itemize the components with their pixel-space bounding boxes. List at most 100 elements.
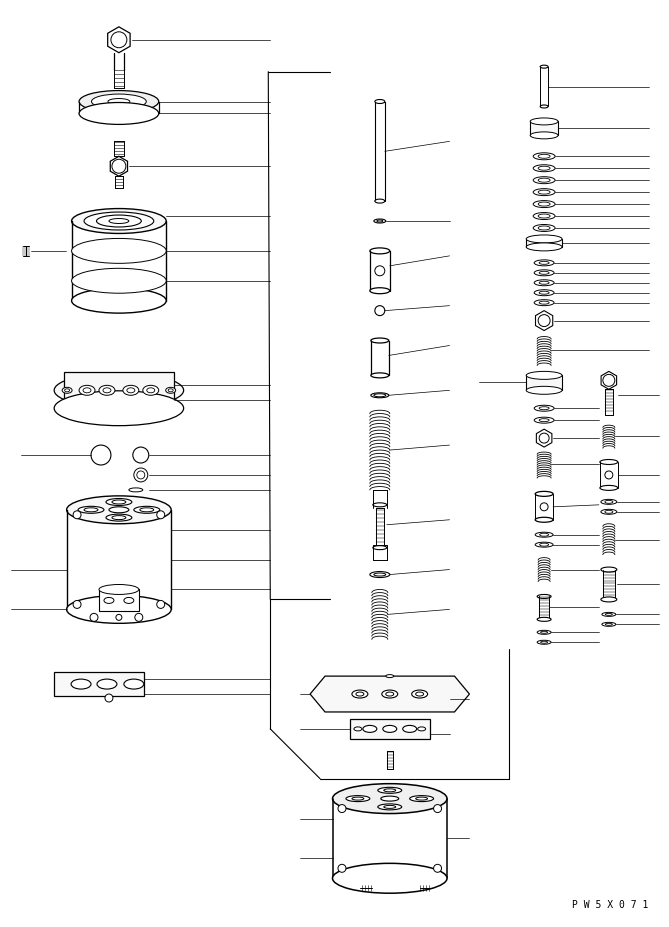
Ellipse shape <box>108 98 130 105</box>
Ellipse shape <box>537 630 551 634</box>
Polygon shape <box>108 27 130 53</box>
Ellipse shape <box>142 386 159 395</box>
Ellipse shape <box>78 506 104 514</box>
Ellipse shape <box>415 797 427 800</box>
Ellipse shape <box>533 212 555 220</box>
Ellipse shape <box>601 597 617 602</box>
Ellipse shape <box>54 391 183 425</box>
Ellipse shape <box>533 153 555 159</box>
Ellipse shape <box>533 165 555 171</box>
Ellipse shape <box>92 94 147 109</box>
Ellipse shape <box>112 500 126 504</box>
Text: P W 5 X 0 7 1: P W 5 X 0 7 1 <box>572 900 649 910</box>
Polygon shape <box>310 676 470 712</box>
Ellipse shape <box>106 514 132 521</box>
Circle shape <box>90 614 98 621</box>
Ellipse shape <box>356 692 364 696</box>
Ellipse shape <box>541 631 548 633</box>
Bar <box>54 672 144 696</box>
Ellipse shape <box>534 280 554 286</box>
Ellipse shape <box>605 510 613 514</box>
Ellipse shape <box>533 224 555 232</box>
Circle shape <box>105 694 113 702</box>
Ellipse shape <box>84 212 154 230</box>
Circle shape <box>603 375 615 387</box>
Ellipse shape <box>538 202 550 206</box>
Ellipse shape <box>129 488 142 492</box>
Ellipse shape <box>539 261 549 264</box>
Circle shape <box>133 447 149 463</box>
Ellipse shape <box>99 386 115 395</box>
Ellipse shape <box>72 268 166 293</box>
Circle shape <box>375 306 385 315</box>
Ellipse shape <box>403 726 417 732</box>
Ellipse shape <box>540 533 549 536</box>
Ellipse shape <box>332 863 447 894</box>
Ellipse shape <box>534 417 554 423</box>
Ellipse shape <box>124 597 134 603</box>
Ellipse shape <box>127 387 135 393</box>
Ellipse shape <box>112 515 126 520</box>
Ellipse shape <box>346 795 370 802</box>
Ellipse shape <box>103 387 111 393</box>
Circle shape <box>338 864 346 872</box>
Ellipse shape <box>378 804 401 810</box>
Ellipse shape <box>605 501 613 503</box>
Ellipse shape <box>531 132 558 139</box>
Ellipse shape <box>540 543 549 546</box>
Ellipse shape <box>535 532 553 537</box>
Ellipse shape <box>79 103 159 124</box>
Ellipse shape <box>99 585 138 594</box>
Ellipse shape <box>370 572 390 578</box>
Ellipse shape <box>538 154 550 159</box>
Ellipse shape <box>539 407 549 410</box>
Ellipse shape <box>134 506 160 514</box>
Ellipse shape <box>373 546 387 550</box>
Ellipse shape <box>386 692 394 696</box>
Ellipse shape <box>96 215 141 227</box>
Circle shape <box>116 615 122 620</box>
Ellipse shape <box>352 690 368 698</box>
Ellipse shape <box>168 388 173 392</box>
Ellipse shape <box>539 301 549 304</box>
Ellipse shape <box>375 199 385 203</box>
Ellipse shape <box>166 387 176 393</box>
Circle shape <box>137 471 145 479</box>
Ellipse shape <box>527 235 562 243</box>
Circle shape <box>157 511 165 519</box>
Polygon shape <box>601 372 617 389</box>
Ellipse shape <box>378 787 401 794</box>
Ellipse shape <box>72 209 166 234</box>
Ellipse shape <box>602 613 616 616</box>
Circle shape <box>112 159 126 173</box>
Ellipse shape <box>527 387 562 394</box>
Ellipse shape <box>383 726 397 732</box>
Ellipse shape <box>374 573 386 576</box>
Circle shape <box>73 601 81 608</box>
Ellipse shape <box>601 567 617 572</box>
Ellipse shape <box>534 299 554 306</box>
Ellipse shape <box>541 641 548 643</box>
Ellipse shape <box>533 200 555 208</box>
Ellipse shape <box>527 372 562 379</box>
Ellipse shape <box>540 65 548 69</box>
Ellipse shape <box>67 496 171 524</box>
Circle shape <box>434 805 442 813</box>
Polygon shape <box>535 311 553 331</box>
Ellipse shape <box>533 177 555 184</box>
Ellipse shape <box>537 594 551 599</box>
Circle shape <box>338 805 346 813</box>
Ellipse shape <box>417 727 425 730</box>
Bar <box>99 590 138 612</box>
Ellipse shape <box>600 486 617 490</box>
Ellipse shape <box>539 419 549 422</box>
Ellipse shape <box>605 623 612 626</box>
Polygon shape <box>537 429 552 447</box>
Circle shape <box>539 433 549 443</box>
Ellipse shape <box>384 806 396 808</box>
Ellipse shape <box>409 795 434 802</box>
Bar <box>527 239 562 247</box>
Ellipse shape <box>373 502 387 507</box>
Ellipse shape <box>374 219 386 223</box>
Circle shape <box>91 445 111 465</box>
